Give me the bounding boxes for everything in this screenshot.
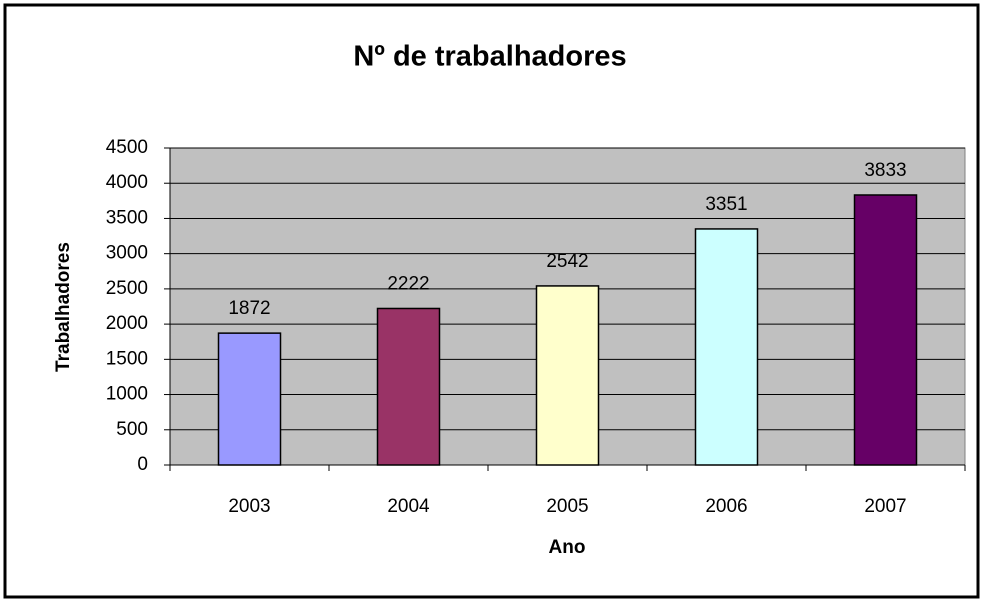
data-label: 2222 — [387, 273, 429, 294]
x-tick-label: 2007 — [864, 496, 906, 517]
bar — [694, 228, 759, 466]
y-tick-label: 3000 — [106, 243, 148, 264]
y-tick-label: 1500 — [106, 348, 148, 369]
y-tick-label: 2000 — [106, 313, 148, 334]
x-axis-title: Ano — [549, 537, 586, 558]
data-label: 2542 — [546, 251, 588, 272]
bar — [376, 307, 441, 466]
data-label: 3351 — [705, 194, 747, 215]
y-tick-label: 2500 — [106, 278, 148, 299]
x-tick-label: 2005 — [546, 496, 588, 517]
data-label: 1872 — [228, 298, 270, 319]
y-tick-label: 500 — [116, 419, 148, 440]
bar — [853, 194, 918, 466]
x-tick-label: 2004 — [387, 496, 430, 517]
y-tick-label: 3500 — [106, 207, 148, 228]
y-axis-title: Trabalhadores — [53, 242, 74, 372]
y-tick-label: 4500 — [106, 137, 148, 158]
y-tick-label: 0 — [137, 454, 148, 475]
x-tick-label: 2003 — [228, 496, 270, 517]
bar — [535, 285, 600, 466]
chart-title: Nº de trabalhadores — [353, 41, 626, 73]
data-label: 3833 — [864, 160, 906, 181]
y-tick-label: 4000 — [106, 172, 148, 193]
bar — [217, 332, 282, 466]
x-tick-label: 2006 — [705, 496, 747, 517]
y-tick-label: 1000 — [106, 384, 148, 405]
